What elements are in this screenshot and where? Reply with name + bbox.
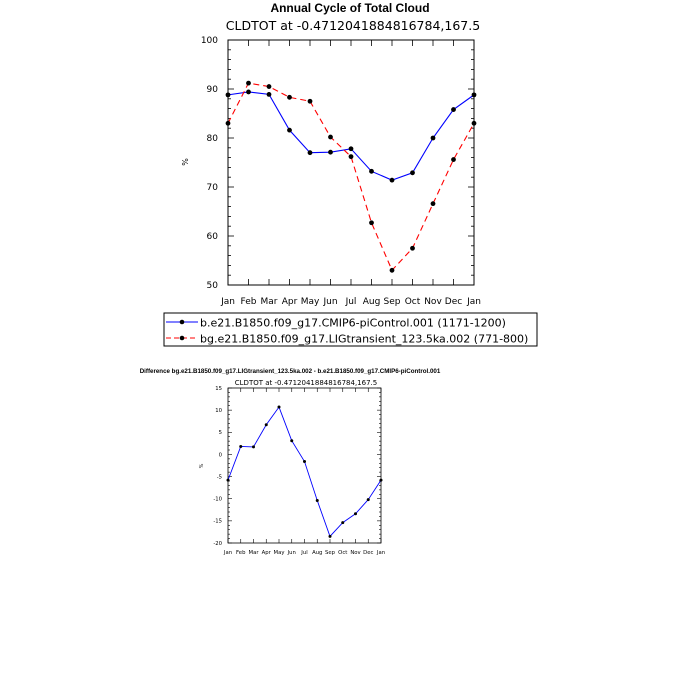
series-1-point [226, 478, 230, 482]
chart2-plot-frame [227, 387, 382, 544]
chart1-subtitle: CLDTOT at -0.4712041884816784,167.5 [226, 18, 480, 33]
x-tick-label: Sep [384, 297, 401, 307]
x-tick-label: Jan [466, 297, 481, 307]
series-1-point [389, 177, 395, 183]
x-tick-label: Apr [262, 550, 272, 556]
series-1-point [290, 439, 294, 443]
series-1-point [366, 498, 370, 502]
chart1-y-axis-label: % [181, 158, 190, 166]
y-tick-label: -20 [213, 541, 222, 547]
series-1-point [252, 445, 255, 449]
annual-cycle-chart: Annual Cycle of Total Cloud CLDTOT at -0… [181, 1, 481, 307]
series-1-point [341, 521, 345, 525]
y-tick-label: 100 [201, 36, 218, 46]
y-tick-label: 15 [215, 386, 222, 392]
y-tick-label: 50 [207, 281, 219, 291]
legend-label-series-1: b.e21.B1850.f09_g17.CMIP6-piControl.001 … [200, 317, 506, 330]
series-1-point [246, 89, 251, 95]
series-1-point [471, 92, 477, 98]
series-1-point [451, 107, 456, 112]
y-tick-label: 5 [219, 430, 222, 436]
series-1-point [307, 150, 313, 156]
x-tick-label: Oct [405, 297, 421, 307]
series-2-point [328, 134, 333, 140]
x-tick-label: Feb [236, 550, 246, 556]
x-tick-label: Aug [312, 550, 322, 556]
y-tick-label: -15 [213, 519, 222, 525]
series-line-1 [227, 406, 382, 538]
legend-label-series-2: bg.e21.B1850.f09_g17.LIGtransient_123.5k… [200, 333, 528, 346]
x-tick-label: Feb [241, 297, 257, 307]
x-tick-label: Jan [376, 550, 385, 556]
x-tick-label: May [274, 550, 285, 556]
x-tick-label: Jun [322, 297, 337, 307]
series-1-point [277, 405, 281, 409]
legend-marker-series-1 [179, 319, 185, 325]
series-2-point [430, 201, 436, 207]
series-2-point [410, 245, 415, 251]
series-2-point [471, 120, 477, 126]
series-1-point [266, 91, 272, 97]
series-2-point [389, 267, 395, 273]
y-tick-label: 10 [215, 408, 222, 414]
series-1-point [239, 444, 243, 448]
series-2-point [246, 80, 251, 86]
x-tick-label: Aug [363, 297, 381, 307]
x-tick-label: Mar [261, 297, 278, 307]
series-1-point [379, 478, 383, 482]
series-1-point [328, 149, 333, 155]
difference-chart: Difference bg.e21.B1850.f09_g17.LIGtrans… [140, 368, 441, 556]
chart2-subtitle: CLDTOT at -0.4712041884816784,167.5 [235, 379, 377, 387]
series-1-point [369, 168, 374, 174]
series-1-point [354, 512, 357, 516]
y-tick-label: -5 [217, 474, 222, 480]
x-tick-label: Sep [325, 550, 336, 556]
x-tick-label: Dec [363, 550, 373, 556]
chart2-title: Difference bg.e21.B1850.f09_g17.LIGtrans… [140, 368, 441, 375]
series-2-point [287, 94, 292, 100]
chart2-y-axis-label: % [199, 463, 205, 468]
x-tick-label: Jan [223, 550, 232, 556]
chart1-plot-frame [227, 39, 475, 286]
series-2-point [348, 154, 354, 160]
series-2-point [266, 84, 272, 89]
chart1-legend: b.e21.B1850.f09_g17.CMIP6-piControl.001 … [163, 312, 538, 347]
x-tick-label: Apr [282, 297, 298, 307]
chart1-title: Annual Cycle of Total Cloud [270, 1, 429, 15]
series-line-2 [227, 82, 475, 272]
x-tick-label: Jul [345, 297, 357, 307]
series-1-point [348, 146, 354, 152]
series-1-point [225, 92, 231, 98]
x-tick-label: Nov [350, 550, 360, 556]
y-tick-label: 90 [207, 85, 219, 95]
y-tick-label: -10 [213, 497, 222, 503]
y-tick-label: 60 [207, 232, 219, 242]
x-tick-label: Jan [220, 297, 235, 307]
y-tick-label: 80 [207, 134, 219, 144]
x-tick-label: Jul [300, 550, 307, 556]
y-tick-label: 70 [207, 183, 219, 193]
series-2-point [307, 98, 313, 104]
x-tick-label: May [301, 297, 320, 307]
series-2-point [225, 120, 231, 126]
series-1-point [328, 534, 332, 538]
x-tick-label: Jun [287, 550, 296, 556]
series-1-point [303, 460, 306, 464]
x-tick-label: Oct [338, 550, 347, 556]
y-tick-label: 0 [219, 452, 223, 458]
series-1-point [410, 170, 415, 176]
x-tick-label: Nov [424, 297, 442, 307]
legend-box [163, 312, 538, 347]
series-1-point [264, 423, 268, 427]
series-1-point [287, 127, 292, 133]
series-2-point [369, 220, 374, 226]
series-line-1 [227, 91, 475, 181]
x-tick-label: Dec [445, 297, 462, 307]
series-2-point [451, 157, 456, 162]
series-1-point [315, 498, 319, 502]
legend-marker-series-2 [179, 335, 185, 341]
series-1-point [430, 135, 436, 141]
x-tick-label: Mar [249, 550, 260, 556]
